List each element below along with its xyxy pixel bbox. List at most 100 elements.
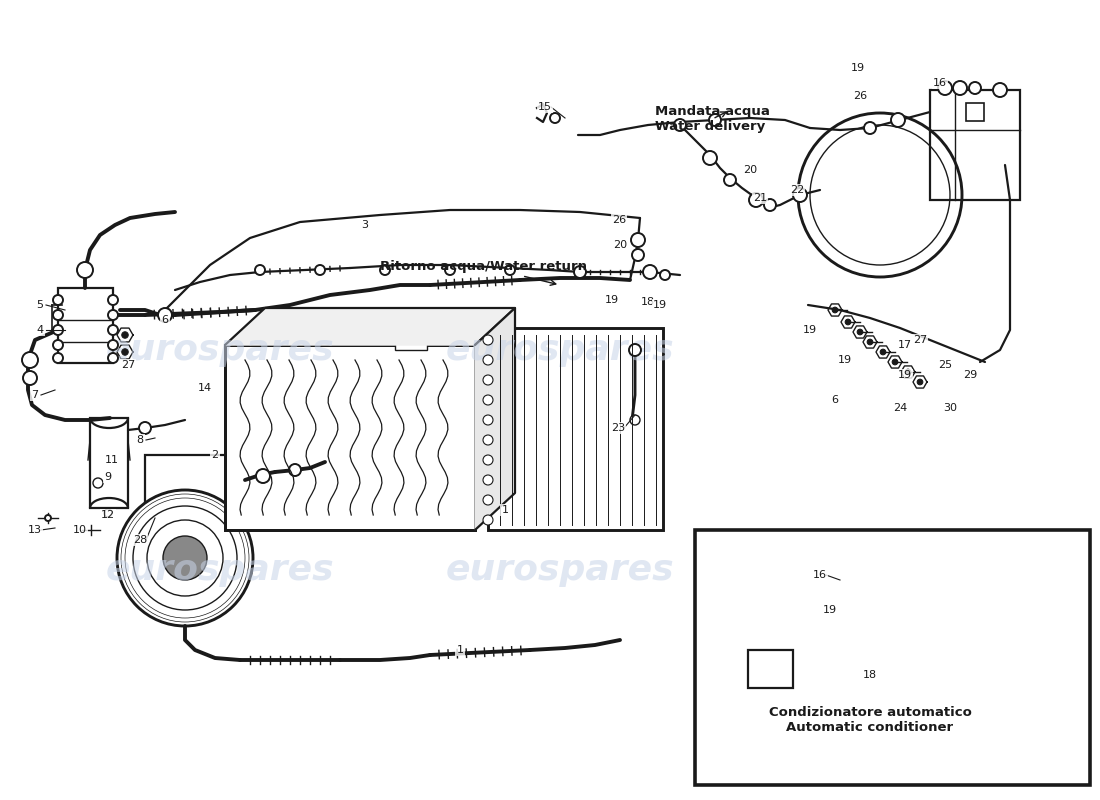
Circle shape [139,422,151,434]
Circle shape [953,81,967,95]
Circle shape [574,266,586,278]
Polygon shape [475,308,515,530]
Text: 8: 8 [136,435,144,445]
Circle shape [379,265,390,275]
Circle shape [969,82,981,94]
Circle shape [117,490,253,626]
Circle shape [483,435,493,445]
Circle shape [483,415,493,425]
Circle shape [483,375,493,385]
Circle shape [867,339,872,345]
Circle shape [742,584,754,596]
Circle shape [108,340,118,350]
Circle shape [483,395,493,405]
Text: 15: 15 [538,102,552,112]
Circle shape [505,265,515,275]
Circle shape [764,199,776,211]
Text: eurospares: eurospares [106,553,334,587]
Circle shape [108,325,118,335]
Text: 23: 23 [610,423,625,433]
Text: 13: 13 [28,525,42,535]
Circle shape [857,330,862,334]
Circle shape [315,265,324,275]
Text: 18: 18 [641,297,656,307]
Text: 19: 19 [838,355,853,365]
Text: 21: 21 [752,193,767,203]
Circle shape [483,475,493,485]
Bar [226,345,475,530]
Text: 18: 18 [862,670,877,680]
Circle shape [674,119,686,131]
Circle shape [53,295,63,305]
Text: 12: 12 [101,510,116,520]
Polygon shape [226,308,515,345]
Circle shape [845,319,850,325]
Text: 29: 29 [962,370,977,380]
Circle shape [108,310,118,320]
Text: 6: 6 [162,315,168,325]
Bar [488,328,663,530]
Text: 11: 11 [104,455,119,465]
Bar [748,650,793,688]
Text: 1: 1 [456,645,463,655]
Circle shape [53,353,63,363]
Circle shape [94,478,103,488]
Text: 2: 2 [211,450,219,460]
Text: 25: 25 [938,360,953,370]
Circle shape [289,464,301,476]
Text: 19: 19 [653,300,667,310]
Circle shape [53,325,63,335]
Text: eurospares: eurospares [106,333,334,367]
Circle shape [108,353,118,363]
Circle shape [483,335,493,345]
Bar [930,90,1020,200]
Text: 3: 3 [362,220,369,230]
Circle shape [724,562,736,574]
Circle shape [122,349,129,355]
Text: 19: 19 [605,295,619,305]
Text: 19: 19 [803,325,817,335]
Bar [966,103,984,121]
Circle shape [23,371,37,385]
Text: 19: 19 [851,63,865,73]
Text: 26: 26 [612,215,626,225]
Text: Mandata acqua
Water delivery: Mandata acqua Water delivery [654,105,770,133]
Circle shape [892,359,898,365]
Text: 28: 28 [133,535,147,545]
Circle shape [53,340,63,350]
Bar [695,530,1090,785]
Circle shape [158,308,172,322]
Text: 17: 17 [898,340,912,350]
Circle shape [760,573,766,578]
Circle shape [644,265,657,279]
Bar [90,418,128,508]
Bar [395,334,427,350]
Circle shape [891,113,905,127]
Circle shape [905,370,911,374]
Bar [145,455,245,535]
Bar [58,288,113,363]
Bar [226,345,475,530]
Circle shape [917,379,923,385]
Text: 19: 19 [898,370,912,380]
Text: 4: 4 [36,325,44,335]
Circle shape [864,122,876,134]
Circle shape [938,81,952,95]
Text: 10: 10 [73,525,87,535]
Circle shape [483,495,493,505]
Text: 20: 20 [613,240,627,250]
Text: 5: 5 [36,300,44,310]
Circle shape [632,249,644,261]
Circle shape [483,455,493,465]
Circle shape [256,469,270,483]
Text: 14: 14 [198,383,212,393]
Circle shape [53,310,63,320]
Text: 7: 7 [32,390,39,400]
Circle shape [767,665,783,681]
Text: Condizionatore automatico
Automatic conditioner: Condizionatore automatico Automatic cond… [769,706,971,734]
Text: 30: 30 [943,403,957,413]
Text: eurospares: eurospares [446,333,674,367]
Circle shape [660,270,670,280]
Circle shape [993,83,1007,97]
Circle shape [77,262,94,278]
